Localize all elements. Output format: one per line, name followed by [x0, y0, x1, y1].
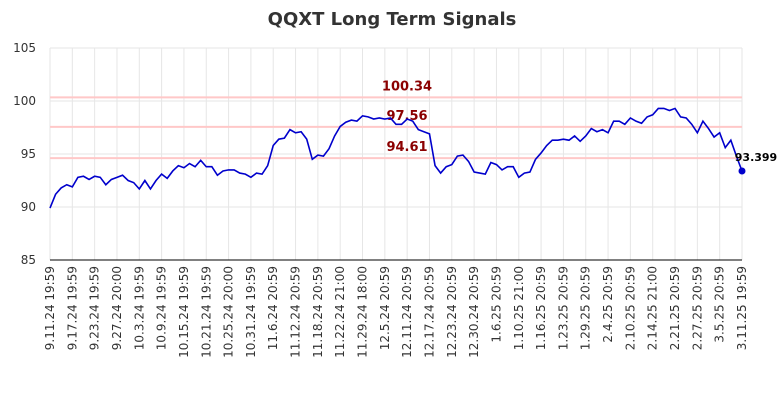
- chart-title: QQXT Long Term Signals: [268, 9, 517, 30]
- x-tick-label: 12.30.24 20:59: [467, 266, 481, 358]
- x-tick-label: 10.21.24 19:59: [199, 266, 213, 358]
- x-tick-label: 10.15.24 19:59: [177, 266, 191, 358]
- last-point: [738, 167, 746, 175]
- x-tick-label: 11.29.24 18:00: [356, 266, 370, 358]
- x-tick-label: 2.27.25 20:59: [690, 266, 704, 350]
- x-tick-label: 9.11.24 19:59: [43, 266, 57, 350]
- x-tick-label: 2.10.25 20:59: [623, 266, 637, 350]
- x-tick-label: 1.29.25 20:59: [579, 266, 593, 350]
- y-tick-label: 90: [21, 200, 36, 214]
- x-tick-label: 3.5.25 20:59: [713, 266, 727, 343]
- x-tick-label: 11.22.24 21:00: [333, 266, 347, 358]
- x-tick-label: 2.4.25 20:59: [601, 266, 615, 343]
- x-tick-label: 2.21.25 20:59: [668, 266, 682, 350]
- y-tick-label: 100: [13, 94, 36, 108]
- x-tick-label: 9.17.24 19:59: [65, 266, 79, 350]
- x-tick-label: 1.6.25 20:59: [489, 266, 503, 343]
- x-tick-label: 12.23.24 20:59: [445, 266, 459, 358]
- x-tick-label: 1.23.25 20:59: [556, 266, 570, 350]
- price-line: [49, 107, 743, 209]
- x-tick-label: 11.18.24 20:59: [311, 266, 325, 358]
- threshold-label: 100.34: [382, 79, 432, 94]
- x-tick-label: 10.3.24 19:59: [132, 266, 146, 350]
- y-tick-label: 85: [21, 253, 36, 267]
- x-tick-label: 11.12.24 20:59: [289, 266, 303, 358]
- x-tick-label: 1.10.25 21:00: [512, 266, 526, 350]
- y-tick-label: 95: [21, 147, 36, 161]
- threshold-label: 94.61: [386, 140, 427, 155]
- x-tick-label: 1.16.25 20:59: [534, 266, 548, 350]
- x-tick-label: 10.9.24 19:59: [155, 266, 169, 350]
- x-tick-label: 9.27.24 20:00: [110, 266, 124, 350]
- x-tick-label: 10.31.24 19:59: [244, 266, 258, 358]
- x-tick-label: 10.25.24 20:00: [222, 266, 236, 358]
- x-tick-label: 12.11.24 20:59: [400, 266, 414, 358]
- x-tick-label: 11.6.24 20:59: [266, 266, 280, 350]
- x-tick-label: 12.5.24 20:59: [378, 266, 392, 350]
- last-value-label: 93.399: [735, 151, 777, 164]
- threshold-label: 97.56: [386, 109, 427, 124]
- x-tick-label: 12.17.24 20:59: [422, 266, 436, 358]
- x-tick-label: 3.11.25 19:59: [735, 266, 749, 350]
- x-tick-label: 9.23.24 19:59: [88, 266, 102, 350]
- x-tick-label: 2.14.25 21:00: [646, 266, 660, 350]
- y-tick-label: 105: [13, 41, 36, 55]
